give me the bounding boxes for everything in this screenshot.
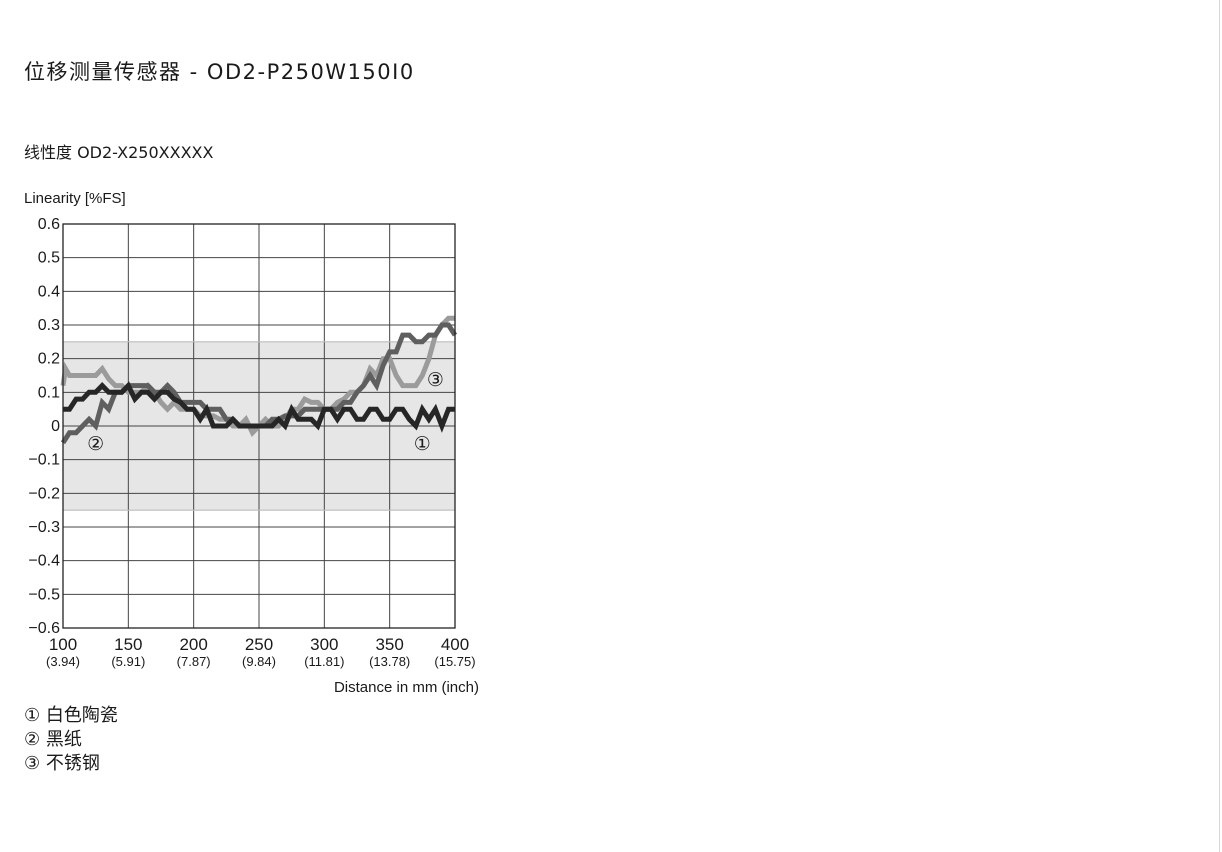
legend-label: 白色陶瓷: [45, 705, 118, 726]
legend-symbol: ②: [24, 729, 41, 750]
y-tick-label: 0.1: [38, 384, 60, 401]
x-tick-sublabel: (11.81): [304, 654, 344, 669]
legend-item: ② 黑纸: [24, 728, 118, 752]
y-tick-label: 0: [51, 418, 60, 435]
legend-item: ① 白色陶瓷: [24, 704, 118, 728]
section-title: 线性度 OD2-X250XXXXX: [24, 143, 214, 162]
y-tick-label: −0.2: [28, 485, 60, 502]
linearity-chart: 0.6 0.5 0.4 0.3 0.2 0.1 0 −0.1 −0.2 −0.3 −0.4 −0.5 −…: [24, 190, 479, 696]
y-tick-label: 0.5: [38, 250, 60, 267]
x-tick-label: 150: [114, 635, 142, 654]
y-tick-label: 0.6: [38, 216, 60, 233]
y-tick-label: −0.1: [28, 452, 60, 469]
series-line-3: [63, 381, 455, 433]
y-axis-title: Linearity [%FS]: [24, 190, 126, 207]
y-tick-label: 0.3: [38, 317, 60, 334]
x-tick-label: 350: [375, 635, 403, 654]
y-tick-label: −0.3: [28, 519, 60, 536]
x-tick-sublabel: (9.84): [242, 654, 276, 669]
legend-label: 不锈钢: [45, 753, 100, 774]
legend-symbol: ①: [24, 705, 41, 726]
legend-label: 黑纸: [45, 729, 82, 750]
legend-item: ③ 不锈钢: [24, 752, 118, 776]
y-tick-label: −0.4: [28, 553, 60, 570]
y-tick-label: −0.5: [28, 586, 60, 603]
series-marker-2: ②: [87, 434, 104, 455]
x-tick-label: 200: [179, 635, 207, 654]
series-layer: [60, 315, 458, 445]
x-axis-ticks: 100(3.94)150(5.91)200(7.87)250(9.84)300(…: [46, 635, 476, 669]
plot-frame: [62, 223, 456, 629]
series-markers: ③ ② ①: [87, 370, 444, 455]
y-axis-ticks: 0.6 0.5 0.4 0.3 0.2 0.1 0 −0.1 −0.2 −0.3 −0.4 −0.5 −…: [28, 216, 60, 637]
page-edge-line: [1219, 0, 1220, 852]
series-marker-3: ①: [414, 434, 431, 455]
page-title: 位移测量传感器 - OD2-P250W150I0: [24, 60, 415, 84]
x-tick-sublabel: (15.75): [434, 654, 475, 669]
x-tick-sublabel: (13.78): [369, 654, 410, 669]
x-tick-label: 100: [49, 635, 77, 654]
x-tick-label: 250: [245, 635, 273, 654]
x-tick-sublabel: (5.91): [111, 654, 145, 669]
y-tick-label: 0.4: [38, 283, 60, 300]
y-tick-label: −0.6: [28, 620, 60, 637]
series-marker-1: ③: [427, 370, 444, 391]
x-tick-label: 300: [310, 635, 338, 654]
legend: ① 白色陶瓷 ② 黑纸 ③ 不锈钢: [24, 704, 118, 776]
legend-symbol: ③: [24, 753, 41, 774]
x-tick-label: 400: [441, 635, 469, 654]
x-tick-sublabel: (3.94): [46, 654, 80, 669]
y-tick-label: 0.2: [38, 351, 60, 368]
x-axis-title: Distance in mm (inch): [334, 679, 479, 696]
x-tick-sublabel: (7.87): [177, 654, 211, 669]
